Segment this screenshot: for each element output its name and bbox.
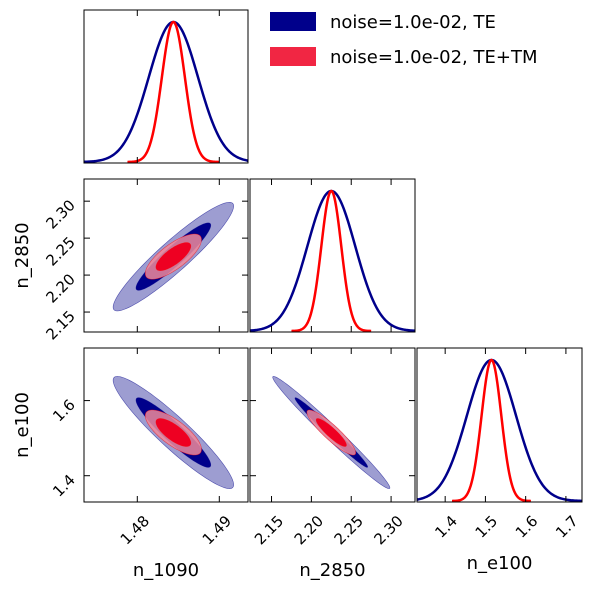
x-tick-label: 2.20 bbox=[291, 512, 327, 548]
x-tick-label: 1.7 bbox=[552, 512, 582, 542]
density-curve bbox=[84, 20, 248, 163]
panel-diag-n_1090 bbox=[84, 20, 248, 163]
density-curve bbox=[127, 20, 220, 163]
contour-68 bbox=[155, 242, 192, 271]
density-curve bbox=[250, 189, 415, 332]
panel-n_1090-n_2850 bbox=[112, 201, 234, 312]
density-curve bbox=[451, 358, 531, 502]
x-tick-label: 1.5 bbox=[472, 512, 502, 542]
x-tick-label: 1.6 bbox=[512, 512, 542, 542]
x-tick-label: 2.15 bbox=[251, 512, 287, 548]
legend-swatch-tetm bbox=[270, 47, 316, 66]
density-curve bbox=[417, 358, 582, 502]
panel-n_2850-n_e100 bbox=[272, 376, 391, 489]
panel-frame bbox=[249, 178, 416, 333]
x-tick-label: 1.49 bbox=[199, 512, 235, 548]
x-tick-label: 2.25 bbox=[331, 512, 367, 548]
density-curve bbox=[291, 189, 372, 332]
legend-label-tetm: noise=1.0e-02, TE+TM bbox=[330, 47, 537, 68]
panel-frame bbox=[249, 347, 416, 503]
x-axis-label: n_1090 bbox=[133, 560, 199, 581]
y-tick-label: 2.30 bbox=[42, 196, 78, 232]
y-tick-label: 2.20 bbox=[42, 270, 78, 306]
x-tick-label: 1.48 bbox=[117, 512, 153, 548]
y-tick-label: 1.4 bbox=[49, 471, 79, 501]
panel-n_1090-n_e100 bbox=[112, 376, 234, 489]
contour-68 bbox=[155, 418, 192, 447]
x-axis-label: n_e100 bbox=[467, 553, 533, 574]
panel-frame bbox=[416, 347, 583, 503]
y-axis-label: n_e100 bbox=[12, 392, 33, 458]
legend: noise=1.0e-02, TE noise=1.0e-02, TE+TM bbox=[270, 12, 537, 68]
panel-diag-n_2850 bbox=[250, 189, 415, 332]
panel-frame bbox=[83, 347, 249, 503]
legend-swatch-te bbox=[270, 12, 316, 31]
x-tick-label: 1.4 bbox=[431, 512, 461, 542]
x-tick-label: 2.30 bbox=[370, 512, 406, 548]
y-tick-label: 2.25 bbox=[42, 233, 78, 269]
y-axis-label: n_2850 bbox=[12, 222, 33, 288]
contour-68 bbox=[315, 418, 347, 447]
panel-frame bbox=[83, 9, 249, 164]
panel-frame bbox=[83, 178, 249, 333]
x-axis-label: n_2850 bbox=[299, 560, 365, 581]
y-tick-label: 2.15 bbox=[42, 307, 78, 343]
y-tick-label: 1.6 bbox=[49, 396, 79, 426]
legend-label-te: noise=1.0e-02, TE bbox=[330, 12, 496, 33]
panel-diag-n_e100 bbox=[417, 358, 582, 502]
